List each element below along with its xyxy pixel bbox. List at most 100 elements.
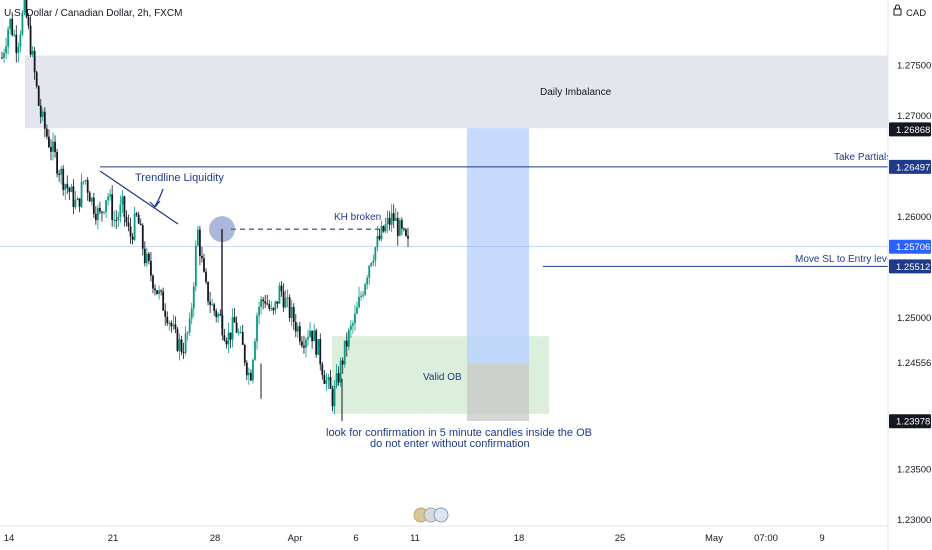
candle-body	[274, 301, 277, 311]
y-tick-label: 1.23000	[897, 515, 931, 526]
candle-body	[52, 141, 54, 152]
x-tick-label: 21	[108, 533, 119, 544]
candle-body	[39, 105, 42, 117]
candle-body	[107, 196, 109, 201]
candle-body	[82, 181, 85, 183]
candle-body	[150, 260, 152, 276]
candle-body	[119, 204, 122, 217]
candle-body	[33, 50, 36, 73]
candle-body	[223, 335, 226, 341]
candle-body	[60, 168, 63, 175]
candle-body	[272, 308, 275, 311]
trendline[interactable]	[99, 170, 179, 225]
candle-body	[254, 341, 256, 360]
candle-body	[356, 307, 358, 314]
candle-body	[376, 235, 379, 248]
note-line-1: look for confirmation in 5 minute candle…	[326, 427, 592, 439]
lock-icon[interactable]	[893, 4, 902, 16]
candle-body	[196, 229, 199, 246]
price-tag	[889, 122, 931, 137]
move-sl-label: Move SL to Entry level	[795, 254, 895, 265]
candle-body	[286, 297, 289, 299]
candle-body	[396, 218, 399, 236]
daily-imbalance-zone	[25, 55, 888, 129]
candle-body	[141, 225, 144, 249]
candle-body	[211, 304, 214, 306]
note-line-2: do not enter without confirmation	[370, 438, 530, 450]
candle-body	[288, 297, 291, 318]
candle-body	[343, 340, 346, 365]
candle-body	[231, 317, 234, 340]
candle-body	[337, 373, 340, 383]
candle-body	[325, 380, 328, 384]
candle-body	[139, 223, 142, 226]
candle-body	[301, 341, 303, 346]
candle-body	[372, 260, 375, 263]
candle-body	[178, 339, 181, 351]
candles	[1, 0, 409, 422]
candle-body	[292, 306, 295, 323]
candle-body	[31, 50, 34, 55]
candle-body	[127, 222, 130, 227]
candle-body	[5, 46, 7, 54]
take-partials-label: Take Partials	[834, 152, 891, 163]
candle-body	[247, 372, 250, 376]
trendline-arrow	[149, 188, 164, 208]
candle-body	[166, 316, 169, 324]
y-tick-label: 1.23500	[897, 464, 931, 475]
candle-body	[333, 386, 336, 407]
candle-body	[378, 235, 381, 240]
candle-body	[207, 281, 209, 302]
x-tick-label: 9	[819, 533, 824, 544]
candle-body	[84, 180, 87, 182]
candle-body	[227, 332, 230, 345]
candle-body	[92, 197, 95, 214]
candle-body	[27, 16, 30, 26]
economic-event-icon[interactable]	[433, 507, 449, 523]
price-tag	[889, 414, 931, 429]
candle-body	[233, 317, 236, 323]
candle-body	[290, 306, 293, 318]
candle-body	[184, 333, 187, 353]
candle-body	[241, 331, 244, 345]
candle-body	[13, 34, 16, 36]
currency-label: CAD	[906, 8, 926, 19]
candle-body	[37, 86, 40, 106]
candle-body	[15, 34, 18, 53]
candle-body	[131, 236, 134, 240]
candle-body	[368, 265, 371, 278]
candle-body	[262, 299, 265, 302]
target-zone	[467, 128, 529, 364]
candle-body	[129, 226, 132, 237]
candle-body	[170, 322, 173, 327]
candle-body	[111, 194, 114, 221]
candle-body	[147, 253, 150, 261]
candle-body	[9, 18, 12, 30]
candle-body	[145, 253, 148, 264]
candle-body	[25, 0, 28, 17]
candle-body	[384, 223, 387, 232]
candle-body	[158, 290, 160, 294]
candle-body	[405, 229, 407, 236]
candle-body	[215, 310, 218, 318]
candle-body	[137, 214, 140, 224]
y-tick-label: 1.25000	[897, 313, 931, 324]
candle-body	[358, 296, 360, 308]
candle-body	[315, 330, 318, 355]
candle-body	[329, 377, 332, 389]
candle-body	[364, 284, 367, 295]
event-icons[interactable]	[413, 507, 449, 523]
candle-body	[398, 220, 401, 236]
valid-ob-label: Valid OB	[423, 372, 462, 383]
y-tick-label: 1.27500	[897, 61, 931, 72]
price-axis[interactable]	[888, 0, 932, 550]
candle-body	[407, 235, 409, 239]
candle-body	[250, 372, 252, 381]
candle-body	[309, 330, 311, 337]
candle-body	[201, 255, 203, 259]
candle-body	[313, 330, 316, 342]
candle-body	[294, 322, 297, 332]
candle-body	[394, 218, 397, 221]
candle-body	[19, 34, 22, 47]
